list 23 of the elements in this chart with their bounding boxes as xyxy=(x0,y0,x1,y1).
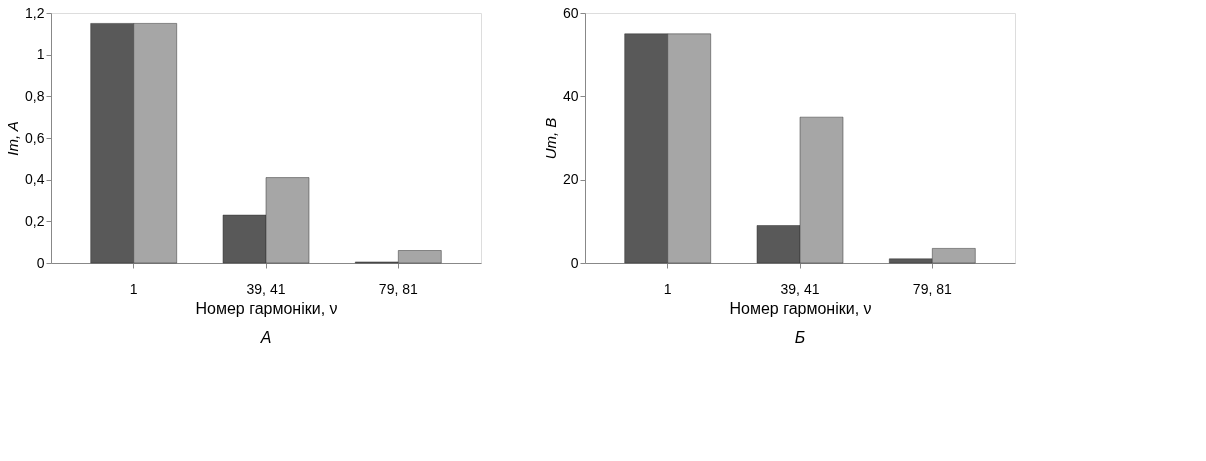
y-tick-label: 0,4 xyxy=(25,171,45,188)
y-tick-label: 1,2 xyxy=(25,4,45,21)
y-tick-label: 40 xyxy=(562,87,579,104)
y-tick-label: 0 xyxy=(570,254,579,271)
x-tick-label: 39, 41 xyxy=(780,280,820,297)
y-tick-label: 1 xyxy=(36,46,45,63)
y-tick-label: 0,8 xyxy=(25,87,45,104)
x-tick-label: 79, 81 xyxy=(378,280,418,297)
y-tick-label: 0 xyxy=(36,254,45,271)
y-tick-label: 20 xyxy=(562,171,579,188)
text: Б xyxy=(794,329,806,346)
x-axis-title: Номер гармоніки, ν xyxy=(729,299,872,317)
x-tick-label: 1 xyxy=(129,280,138,297)
y-axis-title: Im, A xyxy=(4,121,22,156)
y-tick-label: 60 xyxy=(562,4,579,21)
y-tick-label: 0,6 xyxy=(25,129,45,146)
y-axis-title: Um, В xyxy=(541,117,559,160)
y-tick-label: 0,2 xyxy=(25,212,45,229)
text: А xyxy=(259,329,272,346)
x-tick-label: 39, 41 xyxy=(246,280,286,297)
x-axis-title: Номер гармоніки, ν xyxy=(195,299,338,317)
x-tick-label: 79, 81 xyxy=(912,280,952,297)
x-tick-label: 1 xyxy=(663,280,672,297)
